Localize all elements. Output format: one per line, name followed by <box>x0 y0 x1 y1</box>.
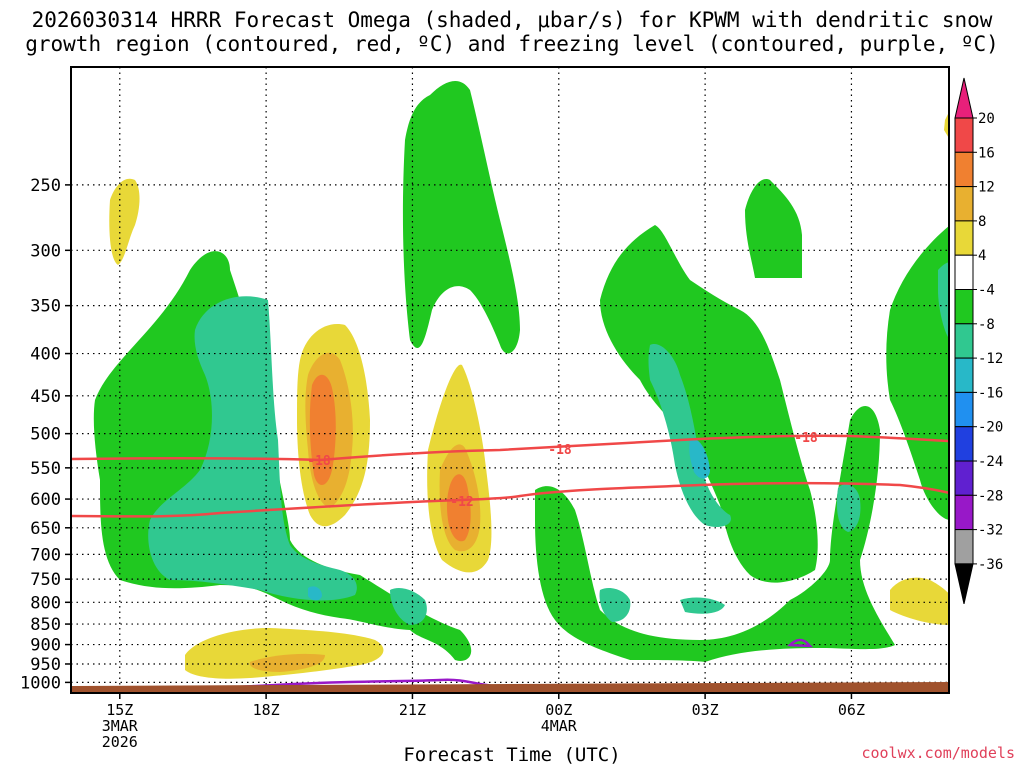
x-tick-label: 3MAR <box>102 717 139 735</box>
ground-terrain <box>71 682 950 693</box>
y-tick-label: 900 <box>30 636 61 656</box>
x-tick-label: 2026 <box>102 733 138 751</box>
omega-region-teal-7 <box>938 262 949 339</box>
colorbar-top-arrow <box>954 77 974 119</box>
dgz-label-2: -18 <box>548 443 572 458</box>
colorbar-label: -24 <box>978 454 1003 470</box>
y-tick-label: 700 <box>30 545 61 565</box>
x-tick-label: 06Z <box>838 701 865 719</box>
colorbar-label: 12 <box>978 180 995 196</box>
y-tick-label: 400 <box>30 345 61 365</box>
colorbar-label: -8 <box>978 317 995 333</box>
y-tick-label: 350 <box>30 297 61 317</box>
y-tick-label: 250 <box>30 176 61 196</box>
omega-region-orange-2 <box>446 474 471 542</box>
colorbar-band <box>954 151 974 188</box>
colorbar-band <box>954 460 974 496</box>
y-tick-label: 650 <box>30 519 61 539</box>
y-tick-label: 950 <box>30 655 61 675</box>
omega-region-orange-1 <box>309 374 336 486</box>
omega-region-teal-2 <box>390 588 427 625</box>
plot-frame <box>70 66 950 694</box>
y-tick-label: 800 <box>30 593 61 613</box>
colorbar-label: -20 <box>978 420 1003 436</box>
y-tick-label: 500 <box>30 425 61 445</box>
colorbar-label: -4 <box>978 283 995 299</box>
colorbar-label: 16 <box>978 145 995 161</box>
colorbar-band <box>954 323 974 359</box>
colorbar-band <box>954 529 974 565</box>
colorbar-label: 20 <box>978 111 995 127</box>
omega-region-teal-6 <box>836 484 861 532</box>
omega-region-green-3 <box>535 406 895 662</box>
y-tick-label: 750 <box>30 570 61 590</box>
dgz-label-3: -18 <box>794 431 818 446</box>
x-tick-label: 21Z <box>399 701 426 719</box>
colorbar-label: -36 <box>978 557 1003 573</box>
dgz-contours <box>71 434 949 518</box>
colorbar-label: -12 <box>978 351 1003 367</box>
y-tick-label: 600 <box>30 490 61 510</box>
colorbar: 20 16 12 8 4 -4 -8 -12 -16 -20 -24 -28 -32 -36 <box>954 77 1003 605</box>
omega-region-green-4 <box>600 225 818 583</box>
colorbar-band <box>954 220 974 256</box>
dgz-label-4: -12 <box>450 495 473 510</box>
colorbar-label: -32 <box>978 523 1003 539</box>
colorbar-band <box>954 391 974 428</box>
omega-region-teal-3 <box>648 344 731 527</box>
omega-region-green-5 <box>745 179 802 278</box>
colorbar-label: -16 <box>978 385 1003 401</box>
omega-shading <box>93 80 949 679</box>
omega-region-yellow-4 <box>185 628 384 679</box>
omega-region-green-2 <box>402 80 520 354</box>
y-tick-label: 550 <box>30 459 61 479</box>
chart-title-line-2: growth region (contoured, red, ºC) and f… <box>25 32 999 56</box>
colorbar-band <box>954 289 974 325</box>
colorbar-bottom-arrow <box>954 563 974 605</box>
colorbar-band <box>954 357 974 393</box>
freezing-level-contour-2 <box>787 638 814 648</box>
colorbar-band <box>954 186 974 222</box>
omega-region-teal-1 <box>148 296 357 601</box>
credit-text: coolwx.com/models <box>861 744 1015 762</box>
colorbar-label: 8 <box>978 214 986 230</box>
omega-region-yellow-5 <box>890 577 949 625</box>
omega-region-teal-4 <box>599 588 631 622</box>
colorbar-band <box>954 426 974 462</box>
y-tick-label: 450 <box>30 387 61 407</box>
y-tick-label: 850 <box>30 615 61 635</box>
omega-region-yellow-6 <box>944 112 949 139</box>
x-tick-label: 15Z <box>106 701 133 719</box>
colorbar-band <box>954 117 974 153</box>
y-tick-label: 300 <box>30 241 61 261</box>
x-tick-label: 4MAR <box>541 717 578 735</box>
x-tick-label: 03Z <box>692 701 719 719</box>
y-axis: 2503003504004505005506006507007508008509… <box>20 176 71 693</box>
x-tick-label: 18Z <box>253 701 280 719</box>
chart-title-line-1: 2026030314 HRRR Forecast Omega (shaded, … <box>31 8 993 32</box>
omega-region-green-6 <box>886 225 949 520</box>
colorbar-label: -28 <box>978 488 1003 504</box>
omega-region-cyan-2 <box>308 586 322 601</box>
omega-region-yellow-1 <box>109 178 140 265</box>
x-tick-label: 00Z <box>545 701 572 719</box>
colorbar-band <box>954 254 974 290</box>
dgz-contour-top <box>71 434 949 462</box>
omega-region-teal-5 <box>680 597 725 614</box>
dgz-label-1: -18 <box>307 454 331 469</box>
colorbar-band <box>954 494 974 531</box>
y-tick-label: 1000 <box>20 673 61 693</box>
x-axis-label: Forecast Time (UTC) <box>403 744 621 766</box>
omega-region-orange-3 <box>249 653 325 672</box>
colorbar-label: 4 <box>978 248 986 264</box>
dgz-contour-bottom <box>71 481 949 518</box>
